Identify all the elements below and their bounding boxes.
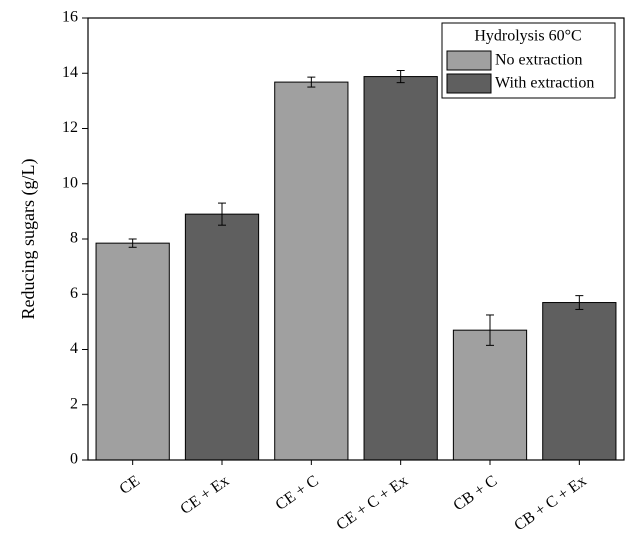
error-bar bbox=[575, 295, 584, 310]
legend-swatch bbox=[446, 73, 492, 94]
error-bar bbox=[128, 238, 137, 248]
bar bbox=[95, 242, 170, 461]
legend-label: With extraction bbox=[495, 75, 594, 92]
y-tick-label: 4 bbox=[70, 340, 78, 357]
y-axis-label: Reducing sugars (g/L) bbox=[18, 159, 39, 320]
y-tick-label: 2 bbox=[70, 395, 78, 412]
bar bbox=[542, 302, 617, 461]
x-tick-label: CE + C bbox=[273, 472, 322, 514]
y-tick-label: 12 bbox=[62, 119, 78, 136]
y-tick-label: 0 bbox=[70, 451, 78, 468]
legend-swatch bbox=[446, 50, 492, 71]
y-tick-label: 6 bbox=[70, 285, 78, 302]
x-tick-label: CB + C + Ex bbox=[511, 472, 589, 534]
error-bar bbox=[486, 314, 494, 346]
x-tick-label: CE bbox=[117, 472, 144, 498]
y-tick-label: 16 bbox=[62, 9, 78, 26]
error-bar bbox=[307, 76, 316, 88]
x-tick-label: CE + C + Ex bbox=[333, 472, 411, 533]
y-tick-label: 8 bbox=[70, 230, 78, 247]
bar bbox=[363, 76, 438, 461]
bar bbox=[452, 329, 528, 461]
legend-label: No extraction bbox=[495, 52, 583, 69]
bar bbox=[184, 213, 260, 461]
x-tick-label: CB + C bbox=[450, 472, 500, 514]
y-tick-label: 10 bbox=[62, 174, 78, 191]
legend-title: Hydrolysis 60°C bbox=[474, 28, 581, 45]
x-tick-label: CE + Ex bbox=[177, 472, 232, 518]
error-bar bbox=[396, 69, 405, 84]
plot-frame bbox=[87, 17, 625, 461]
error-bar bbox=[218, 202, 226, 226]
y-tick-label: 14 bbox=[62, 64, 78, 81]
bar bbox=[274, 81, 349, 461]
